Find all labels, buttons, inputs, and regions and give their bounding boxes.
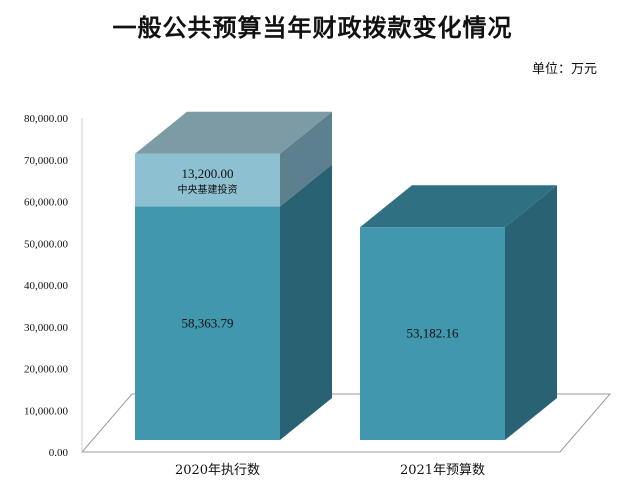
x-category-label: 2021年预算数 xyxy=(400,463,485,478)
y-tick-label: 40,000.00 xyxy=(24,280,69,292)
y-tick-label: 60,000.00 xyxy=(24,197,69,209)
y-tick-label: 70,000.00 xyxy=(24,155,69,167)
segment-series-label: 中央基建投资 xyxy=(178,183,238,196)
chart-title: 一般公共预算当年财政拨款变化情况 xyxy=(112,13,513,42)
bar-side-extra xyxy=(280,111,332,207)
bar-front-base xyxy=(135,206,280,440)
y-tick-label: 80,000.00 xyxy=(24,113,69,125)
bar-front-extra xyxy=(135,153,280,207)
segment-value-label: 13,200.00 xyxy=(182,166,234,181)
bar-value-label: 58,363.79 xyxy=(182,315,234,330)
x-category-label: 2020年执行数 xyxy=(175,463,260,478)
bar-value-label: 53,182.16 xyxy=(407,326,460,341)
bar-front-base xyxy=(360,227,505,440)
y-tick-label: 0.00 xyxy=(49,447,69,459)
y-tick-label: 10,000.00 xyxy=(24,405,69,417)
y-tick-label: 30,000.00 xyxy=(24,322,69,334)
bar-top-extra xyxy=(135,111,332,154)
unit-label: 单位：万元 xyxy=(531,62,597,77)
y-tick-label: 20,000.00 xyxy=(24,364,69,376)
y-tick-label: 50,000.00 xyxy=(24,238,69,250)
bar-top-base xyxy=(360,185,557,228)
bar-side-base xyxy=(280,164,332,440)
bar-side-base xyxy=(505,185,557,440)
